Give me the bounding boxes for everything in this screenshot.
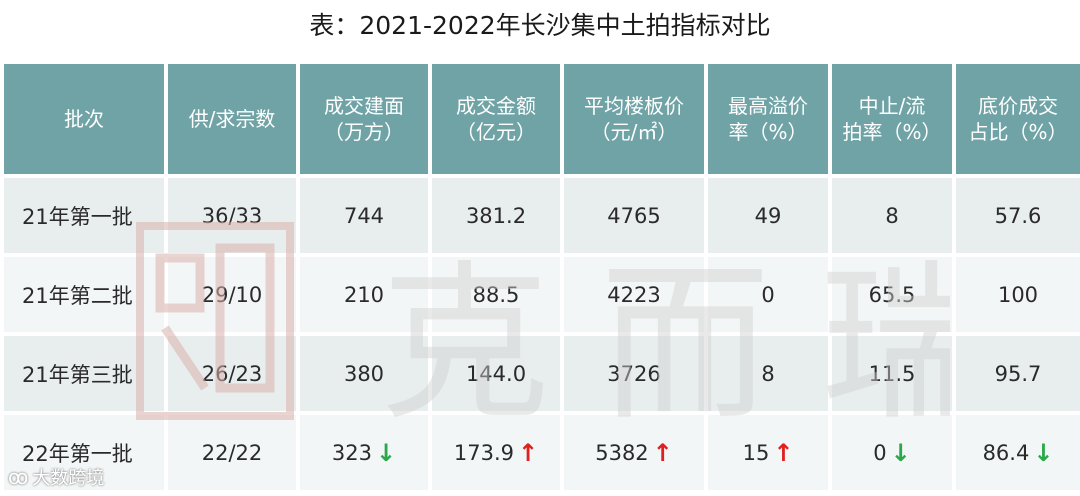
cell-value: 26/23: [201, 361, 263, 386]
data-cell: 3726: [564, 336, 704, 411]
data-cell: 0: [708, 257, 828, 332]
data-cell: 65.5: [832, 257, 952, 332]
arrow-up-icon: ↑: [773, 438, 794, 467]
data-cell: 0 ↓: [832, 415, 952, 490]
data-cell: 323 ↓: [300, 415, 428, 490]
cell-value: 36/33: [201, 203, 263, 228]
cell-value: 22/22: [201, 440, 263, 465]
data-cell: 26/23: [168, 336, 296, 411]
footer-brand: 大数跨境: [32, 468, 105, 489]
data-cell: 380: [300, 336, 428, 411]
cell-value: 0: [873, 440, 887, 465]
arrow-down-icon: ↓: [890, 438, 911, 467]
column-header-line: 成交建面: [324, 94, 404, 118]
data-cell: 29/10: [168, 257, 296, 332]
data-cell: 11.5: [832, 336, 952, 411]
data-cell: 4765: [564, 178, 704, 253]
data-cell: 8: [832, 178, 952, 253]
brand-logo-icon: ꝏ: [8, 465, 29, 489]
data-cell: 210: [300, 257, 428, 332]
data-cell: 381.2: [432, 178, 560, 253]
column-header-line: 拍率（%）: [842, 120, 942, 144]
footer-logo: ꝏ 大数跨境: [8, 462, 104, 492]
column-header-line: 率（%）: [728, 120, 808, 144]
cell-value: 210: [343, 282, 385, 307]
data-cell: 4223: [564, 257, 704, 332]
cell-value: 29/10: [201, 282, 263, 307]
data-cell: 100: [956, 257, 1080, 332]
data-cell: 173.9 ↑: [432, 415, 560, 490]
column-header-line: 占比（%）: [968, 120, 1068, 144]
column-header-line: 最高溢价: [728, 94, 808, 118]
cell-value: 88.5: [472, 282, 520, 307]
data-table: 批次 供/求宗数 成交建面 （万方） 成交金额 （亿元） 平均楼板价 （元/㎡） 最高溢价 率（%…: [0, 60, 1080, 494]
table-row: 21年第二批 29/10 210 88.5 4223 0 65.5 100: [4, 257, 1080, 332]
data-cell: 5382 ↑: [564, 415, 704, 490]
cell-value: 0: [761, 282, 775, 307]
column-header-line: 中止/流: [858, 94, 926, 118]
cell-value: 100: [997, 282, 1039, 307]
batch-cell: 21年第三批: [4, 336, 164, 411]
data-cell: 22/22: [168, 415, 296, 490]
column-header-line: （万方）: [324, 120, 404, 144]
cell-value: 144.0: [465, 361, 527, 386]
arrow-up-icon: ↑: [652, 438, 673, 467]
column-header-line: 供/求宗数: [188, 107, 276, 131]
data-cell: 57.6: [956, 178, 1080, 253]
cell-value: 57.6: [994, 203, 1042, 228]
column-header-line: （亿元）: [456, 120, 536, 144]
column-header-4: 成交金额 （亿元）: [432, 64, 560, 174]
table-row: 22年第一批 22/22 323 ↓ 173.9 ↑ 5382 ↑ 15 ↑ 0 ↓ 86.4 ↓: [4, 415, 1080, 490]
data-cell: 95.7: [956, 336, 1080, 411]
data-cell: 88.5: [432, 257, 560, 332]
header-row: 批次 供/求宗数 成交建面 （万方） 成交金额 （亿元） 平均楼板价 （元/㎡） 最高溢价 率（%…: [4, 64, 1080, 174]
data-cell: 49: [708, 178, 828, 253]
cell-value: 15: [742, 440, 770, 465]
table-row: 21年第三批 26/23 380 144.0 3726 8 11.5 95.7: [4, 336, 1080, 411]
table-title: 表：2021-2022年长沙集中土拍指标对比: [309, 11, 771, 40]
cell-value: 3726: [607, 361, 661, 386]
cell-value: 95.7: [994, 361, 1042, 386]
cell-value: 8: [761, 361, 775, 386]
column-header-2: 供/求宗数: [168, 64, 296, 174]
data-cell: 744: [300, 178, 428, 253]
data-cell: 36/33: [168, 178, 296, 253]
arrow-down-icon: ↓: [375, 438, 397, 467]
cell-value: 65.5: [868, 282, 916, 307]
cell-value: 8: [885, 203, 899, 228]
column-header-line: （元/㎡）: [590, 120, 678, 144]
column-header-3: 成交建面 （万方）: [300, 64, 428, 174]
arrow-up-icon: ↑: [518, 438, 539, 467]
data-cell: 15 ↑: [708, 415, 828, 490]
column-header-line: 底价成交: [978, 94, 1058, 118]
data-cell: 86.4 ↓: [956, 415, 1080, 490]
cell-value: 323: [331, 440, 372, 465]
batch-cell: 22年第一批: [4, 415, 164, 490]
cell-value: 49: [754, 203, 782, 228]
batch-cell: 21年第二批: [4, 257, 164, 332]
column-header-line: 成交金额: [456, 94, 536, 118]
cell-value: 11.5: [868, 361, 916, 386]
cell-value: 381.2: [465, 203, 527, 228]
cell-value: 380: [343, 361, 385, 386]
cell-value: 86.4: [982, 440, 1030, 465]
batch-cell: 21年第一批: [4, 178, 164, 253]
cell-value: 4223: [607, 282, 661, 307]
cell-value: 4765: [607, 203, 661, 228]
column-header-line: 平均楼板价: [584, 94, 684, 118]
cell-value: 744: [343, 203, 385, 228]
column-header-1: 批次: [4, 64, 164, 174]
table-row: 21年第一批 36/33 744 381.2 4765 49 8 57.6: [4, 178, 1080, 253]
data-cell: 8: [708, 336, 828, 411]
cell-value: 5382: [595, 440, 649, 465]
column-header-line: 批次: [64, 107, 104, 131]
column-header-6: 最高溢价 率（%）: [708, 64, 828, 174]
column-header-7: 中止/流 拍率（%）: [832, 64, 952, 174]
column-header-8: 底价成交 占比（%）: [956, 64, 1080, 174]
data-cell: 144.0: [432, 336, 560, 411]
column-header-5: 平均楼板价 （元/㎡）: [564, 64, 704, 174]
arrow-down-icon: ↓: [1033, 438, 1054, 467]
cell-value: 173.9: [453, 440, 514, 465]
